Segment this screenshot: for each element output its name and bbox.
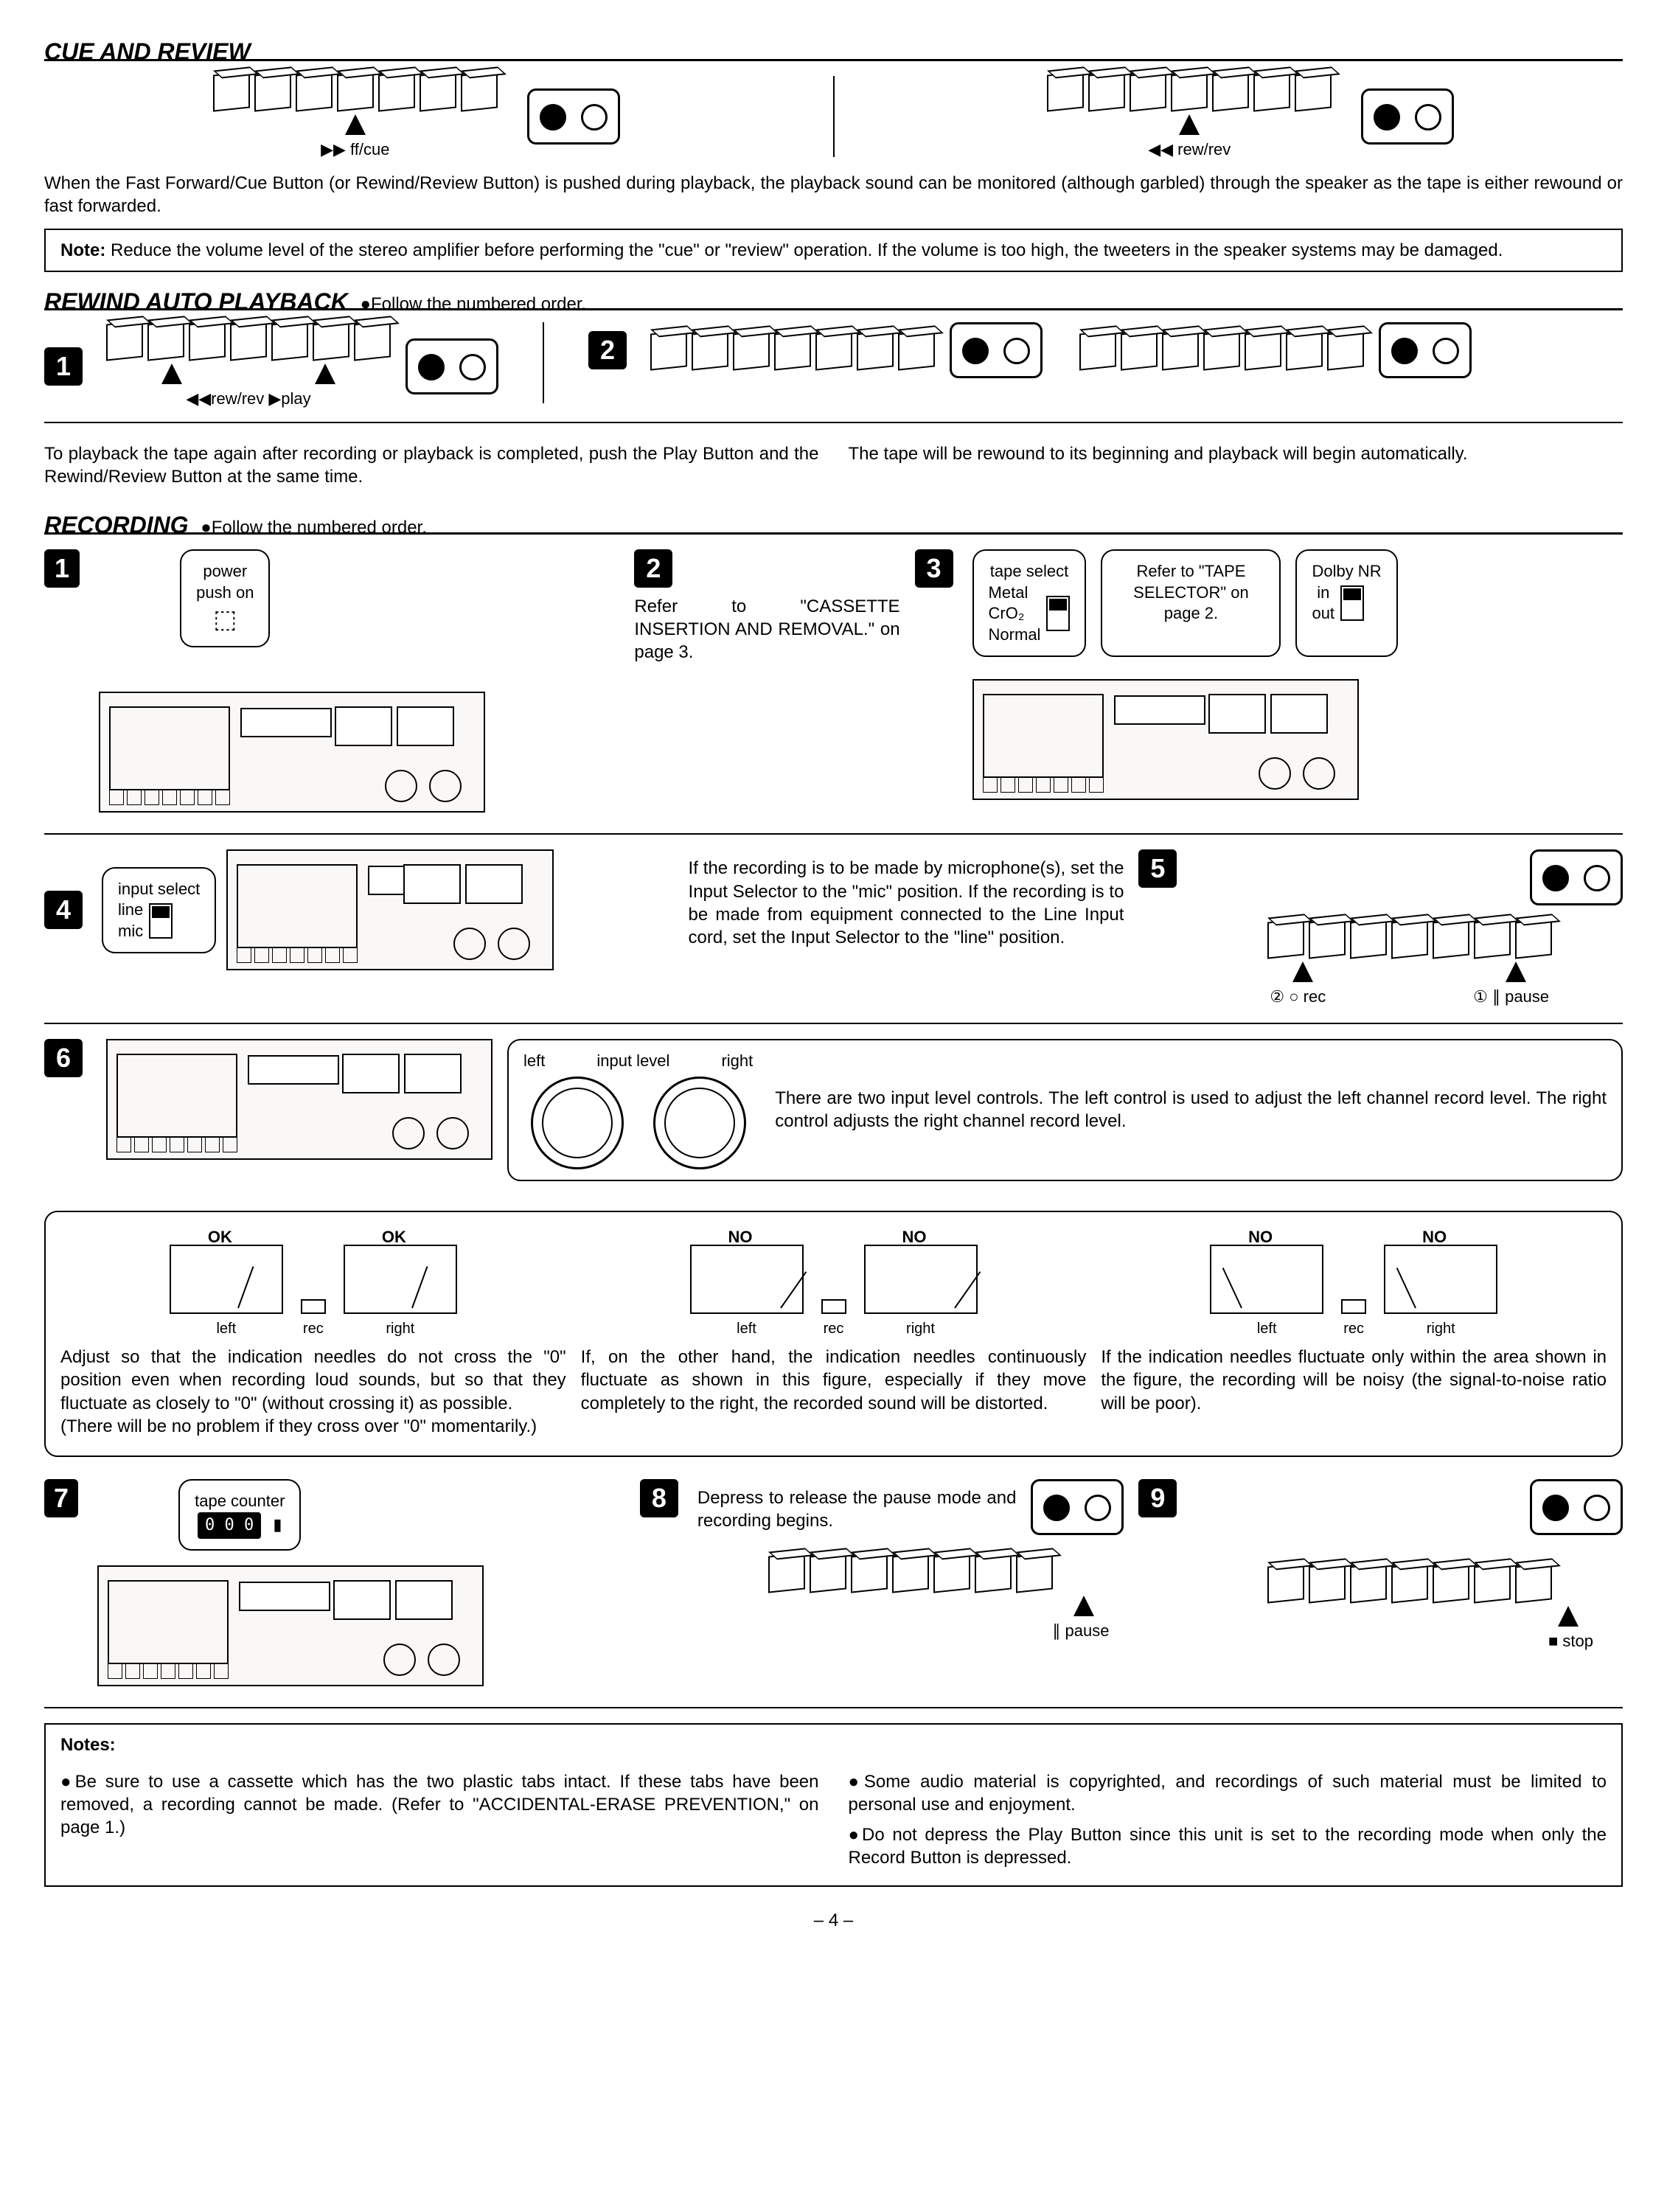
step-badge: 9 <box>1138 1479 1177 1517</box>
deck-illustration <box>99 692 485 813</box>
meters-body3: If the indication needles fluctuate only… <box>1101 1346 1607 1415</box>
step-badge: 7 <box>44 1479 78 1517</box>
step8-body: Depress to release the pause mode and re… <box>697 1486 1017 1532</box>
rewind-follow: ●Follow the numbered order. <box>361 294 587 314</box>
deck-illustration <box>226 849 554 970</box>
step-badge: 4 <box>44 891 83 929</box>
switch-icon <box>1046 596 1070 631</box>
tape-select-callout: tape select Metal CrO₂ Normal <box>972 549 1087 657</box>
notes-title: Notes: <box>60 1735 116 1755</box>
pause-label: ① ∥ pause <box>1473 987 1549 1008</box>
arrow-up-icon <box>345 114 366 135</box>
recording-section: RECORDING ●Follow the numbered order. 1 … <box>44 510 1623 1887</box>
step-badge: 3 <box>915 549 953 588</box>
rewind-body1: To playback the tape again after recordi… <box>44 442 819 488</box>
cassette-icon <box>1031 1479 1124 1535</box>
cue-body: When the Fast Forward/Cue Button (or Rew… <box>44 172 1623 218</box>
deck-illustration <box>97 1565 484 1686</box>
step2-text: Refer to "CASSETTE INSERTION AND REMOVAL… <box>634 595 899 664</box>
step-badge-2: 2 <box>588 331 627 369</box>
deck-illustration <box>106 1039 493 1160</box>
meters-body2: If, on the other hand, the indication ne… <box>581 1346 1087 1415</box>
notes-b1: ●Be sure to use a cassette which has the… <box>60 1770 819 1870</box>
switch-icon <box>149 903 173 939</box>
cassette-icon <box>1530 1479 1623 1535</box>
arrow-up-icon <box>1179 114 1200 135</box>
cue-title: CUE AND REVIEW <box>44 37 251 68</box>
pause-label: ∥ pause <box>697 1621 1110 1642</box>
input-level-callout: left input level right There are two inp… <box>507 1039 1623 1181</box>
step9-btn-row <box>1196 1565 1623 1601</box>
knob-left-icon <box>531 1077 624 1169</box>
rec-label: ② ○ rec <box>1270 987 1326 1008</box>
rewind-body2: The tape will be rewound to its beginnin… <box>849 442 1624 488</box>
step-badge: 8 <box>640 1479 678 1517</box>
step-badge-1: 1 <box>44 347 83 386</box>
meter-icon: NO <box>690 1245 804 1314</box>
cassette-icon <box>1530 849 1623 905</box>
step6-body: There are two input level controls. The … <box>775 1087 1607 1133</box>
rewind-btn-row <box>106 322 391 359</box>
cassette-icon <box>1361 88 1454 145</box>
step-badge: 2 <box>634 549 672 588</box>
switch-icon <box>1340 585 1364 621</box>
notes-b2: ●Some audio material is copyrighted, and… <box>849 1770 1607 1816</box>
cassette-icon <box>406 338 498 394</box>
cassette-icon <box>950 322 1043 378</box>
page-number: – 4 – <box>44 1909 1623 1932</box>
input-select-callout: input select linemic <box>102 867 216 954</box>
recording-title: RECORDING <box>44 510 189 541</box>
rec-indicator-icon <box>821 1299 846 1314</box>
cue-note: Note: Reduce the volume level of the ste… <box>44 229 1623 272</box>
recording-follow: ●Follow the numbered order. <box>201 518 427 538</box>
dolby-callout: Dolby NR inout <box>1295 549 1397 657</box>
meter-icon: NO <box>864 1245 978 1314</box>
rewrev-label: ◀◀ rew/rev <box>1047 139 1332 161</box>
meter-comparison: OKleft rec OKright Adjust so that the in… <box>44 1211 1623 1457</box>
tape-selector-refer: Refer to "TAPE SELECTOR" on page 2. <box>1101 549 1281 657</box>
meter-icon: NO <box>1384 1245 1497 1314</box>
rec-indicator-icon <box>1341 1299 1366 1314</box>
cassette-icon <box>1379 322 1472 378</box>
deck-illustration <box>972 679 1359 800</box>
meter-icon: NO <box>1210 1245 1323 1314</box>
meter-icon: OK <box>170 1245 283 1314</box>
counter-display: 0 0 0 <box>198 1512 261 1540</box>
rewind-section: REWIND AUTO PLAYBACK ●Follow the numbere… <box>44 287 1623 496</box>
step-badge: 1 <box>44 549 80 588</box>
rewind-title: REWIND AUTO PLAYBACK <box>44 287 348 318</box>
step-badge: 6 <box>44 1039 83 1077</box>
step-badge: 5 <box>1138 849 1177 888</box>
cue-button-row <box>213 73 498 110</box>
rev-button-row <box>1047 73 1332 110</box>
rec-indicator-icon <box>301 1299 326 1314</box>
step8-btn-row <box>697 1554 1124 1591</box>
notes-b3: ●Do not depress the Play Button since th… <box>849 1823 1607 1869</box>
rewind-btn-row-2 <box>650 332 935 369</box>
step5-btn-row <box>1196 920 1623 957</box>
note-text: Reduce the volume level of the stereo am… <box>111 240 1503 260</box>
step4-body: If the recording is to be made by microp… <box>689 857 1124 949</box>
stop-label: ■ stop <box>1196 1631 1593 1652</box>
power-callout: power push on ⬚ <box>180 549 270 647</box>
note-label: Note: <box>60 240 105 260</box>
cassette-icon <box>527 88 620 145</box>
knob-right-icon <box>653 1077 746 1169</box>
recording-notes: Notes: ●Be sure to use a cassette which … <box>44 1723 1623 1887</box>
meters-body1: Adjust so that the indication needles do… <box>60 1346 566 1438</box>
tape-counter-callout: tape counter 0 0 0 ▮ <box>178 1479 301 1551</box>
cue-section: CUE AND REVIEW ▶▶ ff/cue <box>44 37 1623 272</box>
rewrev-play-label: ◀◀rew/rev ▶play <box>106 389 391 410</box>
meter-icon: OK <box>344 1245 457 1314</box>
ffcue-label: ▶▶ ff/cue <box>213 139 498 161</box>
